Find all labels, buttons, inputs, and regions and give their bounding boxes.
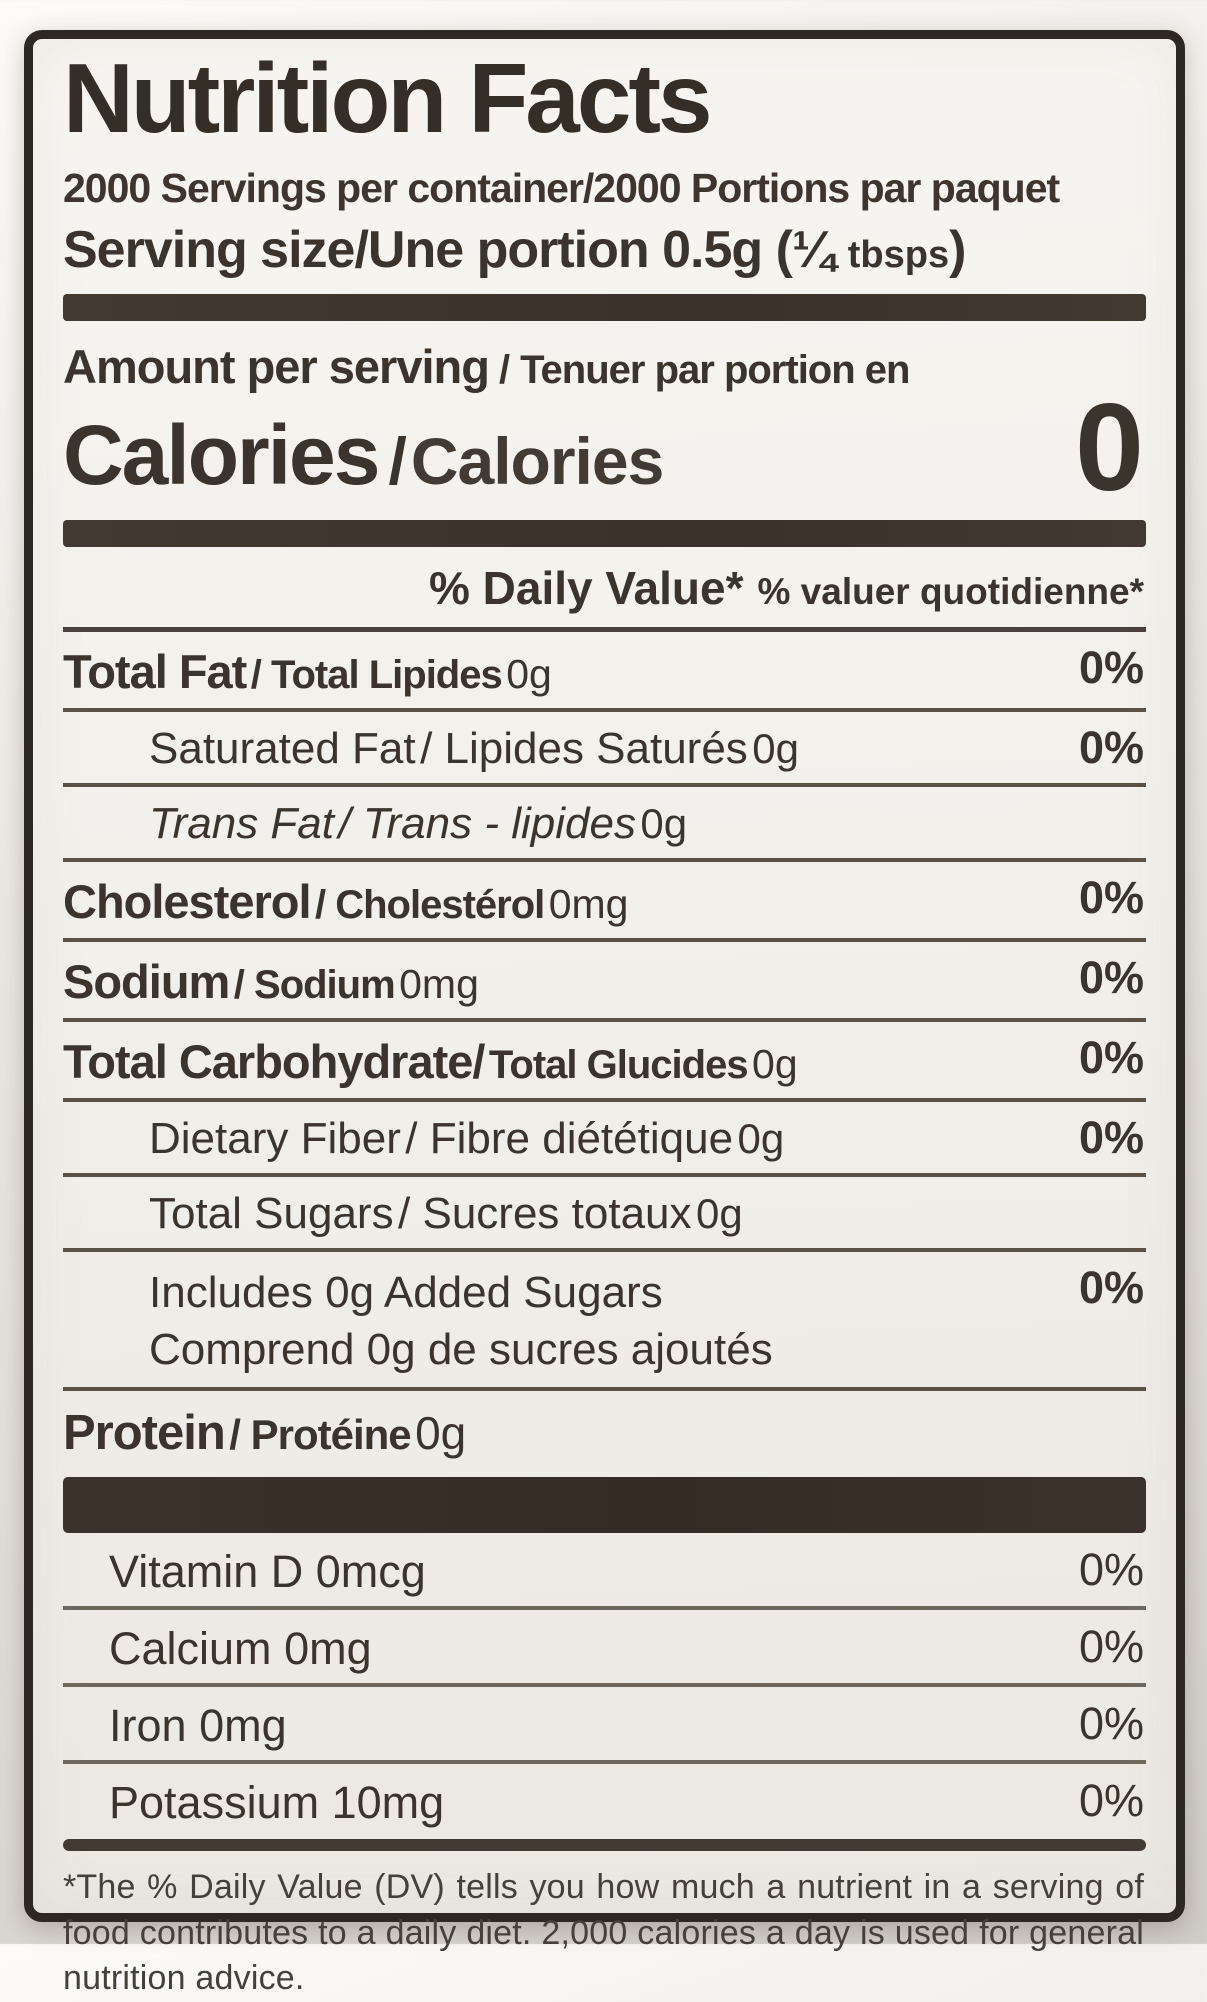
vitamin-amount: 0mcg: [316, 1546, 426, 1597]
nutrient-row-total-fat: Total Fat / Total Lipides 0g 0%: [63, 632, 1146, 712]
nutrient-row-dietary-fiber: Dietary Fiber / Fibre diététique 0g 0%: [63, 1102, 1146, 1177]
daily-value-percent: 0%: [1079, 1546, 1144, 1593]
nutrient-name-en: Total Carbohydrate/: [63, 1035, 484, 1088]
nutrient-name-fr: / Lipides Saturés: [420, 724, 748, 773]
nutrient-amount: 0g: [640, 800, 687, 847]
nutrient-row-total-carbohydrate: Total Carbohydrate/ Total Glucides 0g 0%: [63, 1022, 1146, 1102]
nutrient-row-cholesterol: Cholesterol / Cholestérol 0mg 0%: [63, 862, 1146, 942]
vitamin-row-calcium: Calcium 0mg 0%: [63, 1610, 1146, 1687]
nutrient-name-en: Sodium: [63, 955, 229, 1008]
daily-value-percent: 0%: [1079, 1777, 1144, 1824]
divider-bar-calories: [63, 520, 1146, 547]
serving-size-fraction: (¼: [776, 220, 835, 280]
nutrient-name-en: Total Fat: [63, 645, 246, 698]
vitamin-row-potassium: Potassium 10mg 0%: [63, 1764, 1146, 1837]
nutrient-amount: 0g: [506, 651, 552, 697]
nutrient-row-protein: Protein / Protéine 0g: [63, 1391, 1146, 1475]
nutrient-row-added-sugars: Includes 0g Added Sugars Comprend 0g de …: [63, 1252, 1146, 1391]
nutrient-name-en: Total Sugars: [149, 1189, 394, 1238]
nutrient-name-fr: / Cholestérol: [315, 883, 544, 927]
serving-size-value: 0.5g: [662, 220, 762, 280]
nutrient-amount: 0mg: [399, 961, 479, 1007]
nutrient-amount: 0g: [752, 725, 799, 772]
daily-value-percent: 0%: [1079, 1034, 1144, 1081]
nutrient-name-fr: / Total Lipides: [251, 653, 502, 697]
nutrient-row-saturated-fat: Saturated Fat / Lipides Saturés 0g 0%: [63, 712, 1146, 787]
calories-label-fr: Calories: [411, 423, 663, 499]
nutrient-name-en: Protein: [63, 1406, 225, 1460]
nutrient-row-sodium: Sodium / Sodium 0mg 0%: [63, 942, 1146, 1022]
nutrient-name-fr: / Trans - lipides: [338, 799, 636, 848]
daily-value-header-fr: % valuer quotidienne*: [757, 571, 1144, 613]
nutrient-name-en: Saturated Fat: [149, 724, 416, 773]
servings-per-container: 2000 Servings per container/2000 Portion…: [63, 165, 1146, 212]
divider-bar-vitamins: [63, 1477, 1146, 1533]
amount-per-serving-label-fr: Tenuer par portion en: [520, 348, 909, 393]
daily-value-header-en: % Daily Value*: [429, 561, 744, 615]
calories-label-en: Calories: [63, 407, 379, 504]
vitamin-amount: 0mg: [199, 1700, 287, 1751]
serving-size-unit: tbsps: [848, 234, 949, 277]
vitamin-name: Iron: [109, 1700, 187, 1751]
nutrient-row-trans-fat: Trans Fat / Trans - lipides 0g: [63, 787, 1146, 862]
vitamin-name: Calcium: [109, 1623, 272, 1674]
nutrient-name-fr: / Protéine: [229, 1411, 410, 1458]
nutrient-name-en: Cholesterol: [63, 875, 311, 928]
vitamin-row-iron: Iron 0mg 0%: [63, 1687, 1146, 1764]
nutrient-name-fr: / Fibre diététique: [405, 1114, 733, 1163]
daily-value-percent: 0%: [1079, 1264, 1144, 1311]
nutrient-amount: 0g: [415, 1407, 466, 1459]
daily-value-percent: 0%: [1079, 724, 1144, 771]
nutrient-name-en: Trans Fat: [149, 799, 334, 848]
nutrient-amount: 0g: [738, 1115, 785, 1162]
daily-value-percent: 0%: [1079, 874, 1144, 921]
nutrition-facts-title: Nutrition Facts: [63, 47, 1146, 151]
calories-value: 0: [1075, 386, 1144, 510]
daily-value-percent: 0%: [1079, 644, 1144, 691]
footnote: *The % Daily Value (DV) tells you how mu…: [63, 1865, 1146, 2002]
daily-value-header: % Daily Value* % valuer quotidienne*: [63, 547, 1146, 632]
daily-value-percent: 0%: [1079, 1623, 1144, 1670]
serving-size-paren: ): [949, 220, 965, 280]
daily-value-percent: 0%: [1079, 1114, 1144, 1161]
nutrient-amount: 0g: [752, 1041, 798, 1087]
nutrient-row-total-sugars: Total Sugars / Sucres totaux 0g: [63, 1177, 1146, 1252]
divider-rule-footnote: [63, 1839, 1146, 1851]
vitamin-name: Potassium: [109, 1777, 319, 1828]
calories-slash: /: [389, 423, 407, 499]
amount-per-serving-separator: /: [499, 348, 510, 393]
nutrient-name-fr: Total Glucides: [489, 1043, 748, 1087]
vitamin-row-vitamin-d: Vitamin D 0mcg 0%: [63, 1533, 1146, 1610]
nutrient-name-en: Dietary Fiber: [149, 1114, 401, 1163]
serving-size-label: Serving size/Une portion: [63, 220, 649, 280]
vitamin-amount: 10mg: [332, 1777, 445, 1828]
calories-row: Calories / Calories 0: [63, 398, 1146, 510]
nutrition-label: Nutrition Facts 2000 Servings per contai…: [24, 30, 1185, 1922]
daily-value-percent: 0%: [1079, 954, 1144, 1001]
nutrient-name-en: Includes 0g Added Sugars: [149, 1268, 663, 1317]
daily-value-percent: 0%: [1079, 1700, 1144, 1747]
vitamin-amount: 0mg: [284, 1623, 372, 1674]
vitamin-name: Vitamin D: [109, 1546, 303, 1597]
amount-per-serving-row: Amount per serving / Tenuer par portion …: [63, 339, 1146, 394]
serving-size-row: Serving size/Une portion 0.5g (¼ tbsps ): [63, 220, 1146, 280]
nutrient-amount: 0mg: [549, 881, 629, 927]
divider-bar-top: [63, 294, 1146, 321]
nutrient-amount: 0g: [696, 1190, 743, 1237]
nutrient-name-fr: / Sucres totaux: [398, 1189, 691, 1238]
amount-per-serving-label-en: Amount per serving: [63, 339, 489, 394]
nutrient-name-fr: Comprend 0g de sucres ajoutés: [149, 1321, 773, 1378]
nutrient-name-fr: / Sodium: [234, 963, 395, 1007]
